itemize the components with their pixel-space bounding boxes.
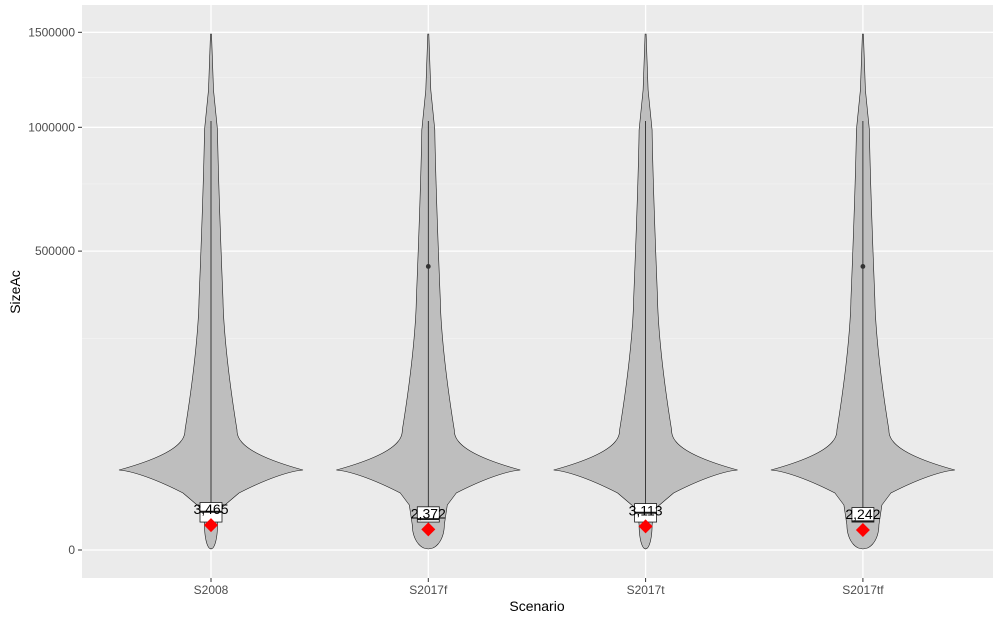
y-tick-label: 1500000: [28, 25, 75, 39]
violin-group-S2017tf: 2,242: [770, 33, 955, 550]
y-tick-label: 0: [68, 543, 75, 557]
y-tick-label: 1000000: [28, 120, 75, 134]
y-axis-title: SizeAc: [7, 270, 23, 314]
violin-group-S2017f: 2,372: [336, 33, 521, 550]
mean-label: 2,372: [411, 505, 446, 521]
mean-marker: [638, 519, 653, 534]
x-tick-label: S2017t: [627, 583, 666, 597]
x-tick-label: S2017tf: [842, 583, 884, 597]
mean-marker: [855, 522, 870, 537]
violin-group-S2008: 3,465: [118, 33, 304, 550]
mean-label: 2,242: [845, 506, 880, 522]
mean-label: 3,113: [629, 502, 663, 518]
x-axis: S2008 S2017f S2017t S2017tf: [194, 578, 884, 597]
mean-marker: [421, 522, 436, 537]
mean-label: 3,465: [193, 501, 228, 517]
violin-group-S2017t: 3,113: [553, 33, 738, 550]
y-tick-label: 500000: [35, 244, 75, 258]
y-axis: 0 500000 1000000 1500000: [28, 25, 82, 557]
outlier-point: [425, 264, 431, 269]
violins-layer: 3,465 2,372 3,113 2,242: [118, 33, 955, 550]
x-axis-title: Scenario: [509, 598, 564, 614]
x-tick-label: S2017f: [409, 583, 448, 597]
x-tick-label: S2008: [194, 583, 229, 597]
outlier-point: [860, 264, 866, 269]
mean-marker: [204, 518, 218, 533]
